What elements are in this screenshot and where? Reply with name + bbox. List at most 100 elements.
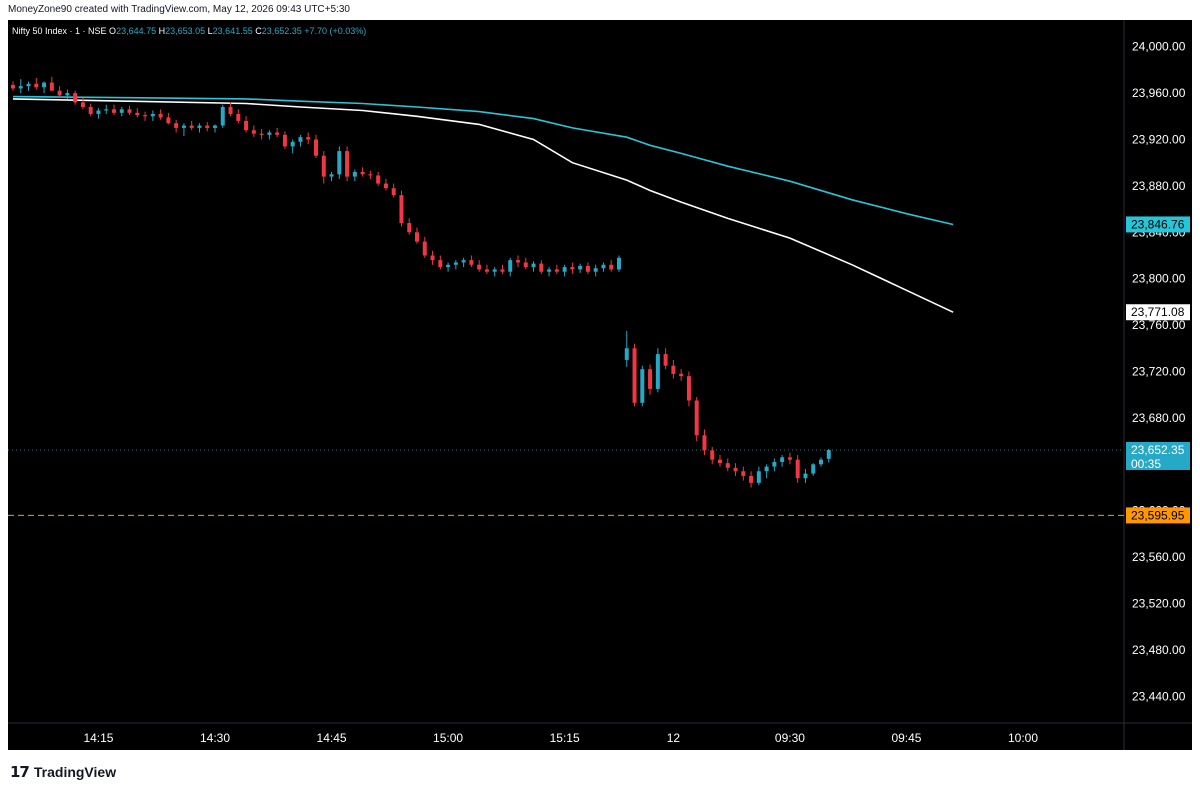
candle-body [236, 113, 241, 121]
candle-body [803, 473, 808, 479]
candle [764, 464, 769, 479]
candle-body [508, 260, 513, 272]
candle [352, 169, 357, 182]
candle-body [609, 264, 614, 270]
candle [780, 455, 785, 467]
candle-body [360, 171, 365, 175]
candle-body [733, 467, 738, 472]
x-tick-label: 09:45 [891, 731, 921, 745]
candlestick-chart[interactable]: 24,000.00 23,960.00 23,920.00 23,880.00 23,8… [8, 20, 1192, 750]
candle-body [725, 463, 730, 468]
candle-body [453, 262, 458, 265]
candle [803, 468, 808, 483]
candle-body [741, 471, 746, 476]
candle [585, 262, 590, 275]
candle-body [88, 107, 93, 114]
candle [220, 104, 225, 128]
candle-body [42, 82, 47, 88]
y-tick-label: 23,560.00 [1132, 550, 1186, 564]
candle-body [826, 449, 831, 459]
candle [702, 429, 707, 456]
legend-o-label: O [109, 26, 116, 36]
candle-body [80, 102, 85, 108]
candle [275, 127, 280, 138]
candle-body [655, 354, 660, 389]
candle-body [290, 141, 295, 147]
candle-body [150, 113, 155, 117]
candle [88, 103, 93, 117]
slow-ma-price-tag-bg [1126, 216, 1190, 233]
candle [18, 79, 23, 94]
candle [718, 455, 722, 467]
candle [290, 139, 295, 154]
candle [624, 330, 629, 367]
candle [306, 132, 311, 145]
y-tick-label: 23,680.00 [1132, 411, 1186, 425]
candle-body [446, 264, 451, 268]
y-tick-label: 23,800.00 [1132, 272, 1186, 286]
candle [795, 455, 800, 483]
fast-ma-price-tag-bg [1126, 304, 1190, 321]
brand-name: TradingView [33, 764, 117, 780]
candle [756, 466, 761, 486]
candle-body [624, 348, 629, 360]
candle-body [275, 132, 280, 135]
candle-body [686, 376, 691, 401]
candle [508, 257, 513, 277]
candle [42, 81, 47, 94]
candle-body [34, 83, 39, 88]
candle [73, 90, 78, 105]
candle-body [780, 457, 785, 462]
candle [119, 107, 124, 117]
level-price-tag-bg [1126, 507, 1190, 524]
candle-body [112, 109, 116, 113]
candle-body [337, 151, 342, 175]
slow-ma-price-tag: 23,846.76 [1131, 217, 1185, 231]
candle-body [18, 86, 23, 89]
horizontal-level-layer [8, 449, 1124, 516]
candle [679, 369, 684, 381]
candle [772, 458, 777, 472]
candle-body [306, 137, 311, 140]
candle [570, 262, 575, 275]
fast-ma-price-tag: 23,771.08 [1131, 305, 1185, 319]
candle [655, 348, 660, 393]
candle [710, 446, 715, 465]
candle [135, 108, 140, 118]
candle [539, 260, 544, 275]
candle [787, 452, 792, 465]
candle [321, 151, 326, 184]
candle [492, 267, 497, 277]
candle-body [539, 263, 544, 272]
candle [686, 371, 691, 407]
candle-body [679, 373, 684, 377]
y-tick-label: 23,920.00 [1132, 132, 1186, 146]
legend-symbol: Nifty 50 Index · 1 · NSE [12, 26, 109, 36]
candle-body [174, 123, 179, 128]
candle-body [422, 241, 427, 256]
candle [383, 178, 388, 191]
candle-body [298, 137, 303, 142]
y-tick-label: 23,440.00 [1132, 689, 1186, 703]
legend-l-value: 23,641.55 [213, 26, 256, 36]
candle-body [73, 93, 78, 103]
candle [345, 146, 350, 182]
candle [819, 457, 823, 467]
x-tick-label: 14:45 [317, 731, 347, 745]
candle-body [461, 260, 466, 263]
candle [399, 190, 404, 227]
candle [415, 227, 419, 244]
candle-body [267, 132, 272, 135]
candle-body [197, 125, 202, 128]
candle [640, 365, 645, 407]
candle-body [718, 459, 722, 464]
candle-body [143, 115, 148, 117]
candle-body [531, 263, 536, 268]
candle-body [756, 471, 761, 483]
y-tick-label: 23,760.00 [1132, 318, 1186, 332]
candle [632, 343, 637, 407]
candle-body [710, 450, 715, 460]
candle [259, 129, 264, 140]
candle [65, 89, 70, 99]
chart-panel[interactable]: 24,000.00 23,960.00 23,920.00 23,880.00 23,8… [8, 20, 1192, 750]
